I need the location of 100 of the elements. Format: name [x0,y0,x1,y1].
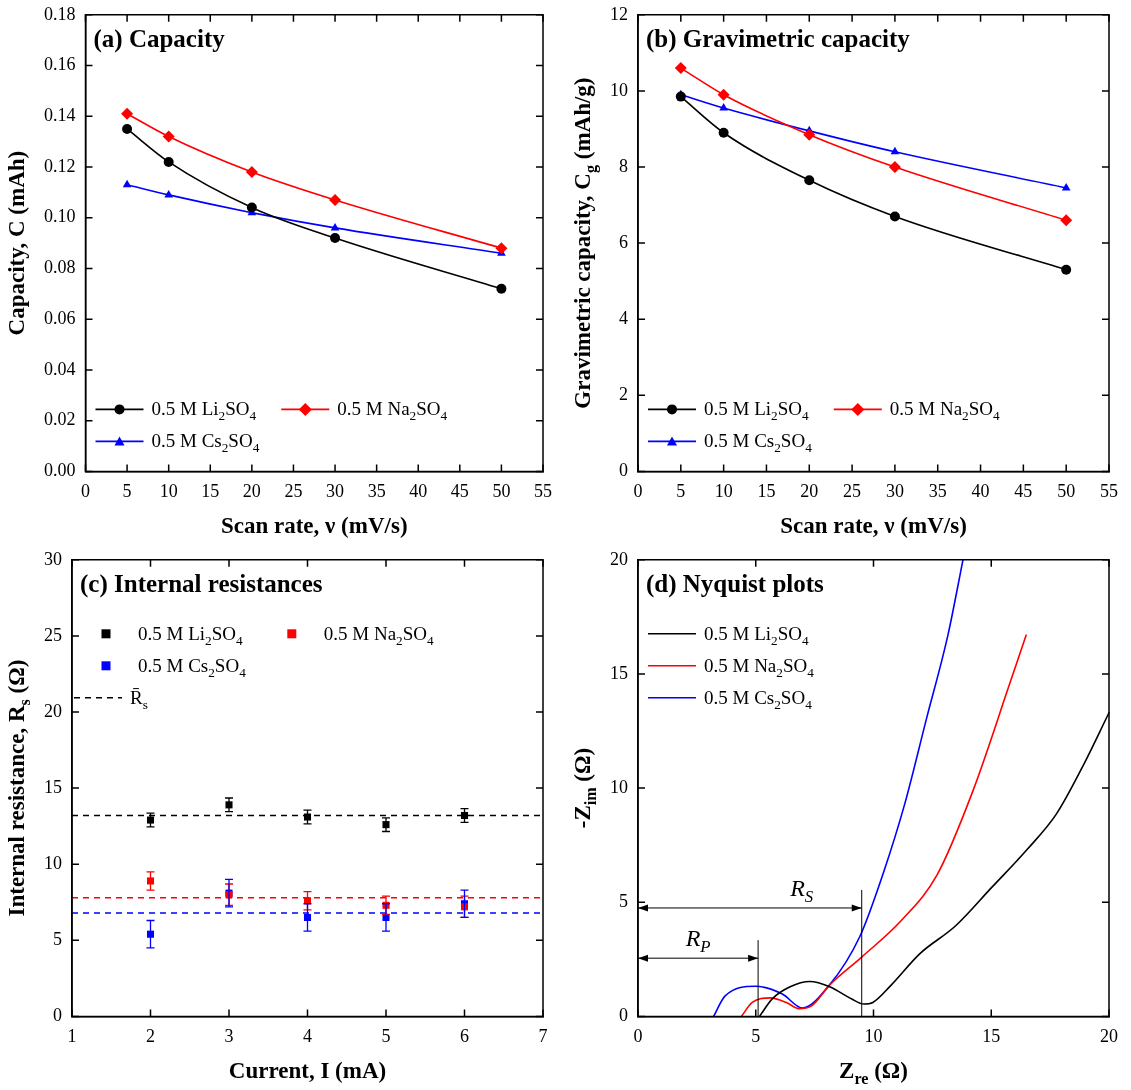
x-tick-label: 50 [1057,480,1076,501]
y-tick-label: 2 [619,384,628,405]
point [122,123,133,134]
x-tick-label: 50 [492,480,511,501]
x-tick-label: 6 [460,1025,469,1046]
x-tick-label: 2 [146,1025,155,1046]
x-tick-label: 5 [676,480,686,501]
y-tick-label: 0.18 [44,3,76,24]
y-axis-title: -Zim (Ω) [570,747,599,829]
point [889,211,900,222]
point [804,175,815,186]
y-tick-label: 10 [610,776,628,797]
chart-title: (d) Nyquist plots [646,569,825,598]
x-tick-label: 40 [409,480,428,501]
x-tick-label: 10 [864,1025,883,1046]
x-tick-label: 4 [303,1025,312,1046]
x-tick-label: 5 [751,1025,761,1046]
x-axis-title: Scan rate, ν (mV/s) [780,513,967,538]
y-tick-label: 0 [53,1005,62,1026]
x-tick-label: 15 [982,1025,1001,1046]
x-tick-label: 25 [843,480,862,501]
x-tick-label: 35 [367,480,386,501]
y-tick-label: 5 [619,890,628,911]
x-tick-label: 35 [928,480,947,501]
point [888,161,901,173]
x-tick-label: 20 [1100,1025,1118,1046]
x-tick-label: 25 [284,480,303,501]
y-tick-label: 20 [44,700,62,721]
y-tick-label: 10 [610,79,628,100]
point [245,166,258,179]
x-tick-label: 1 [67,1025,77,1046]
y-tick-label: 8 [619,155,628,176]
point [674,62,687,75]
y-tick-label: 10 [44,852,62,873]
chart-title: (a) Capacity [93,24,226,53]
point [163,156,174,167]
point [495,242,508,255]
point [1061,182,1071,191]
x-tick-label: 5 [122,480,132,501]
y-tick-label: 0.16 [44,54,76,75]
x-tick-label: 45 [450,480,469,501]
point [330,222,340,231]
x-tick-label: 55 [534,480,552,501]
point [890,146,900,155]
y-tick-label: 0.12 [44,155,76,176]
x-tick-label: 5 [381,1025,391,1046]
point [162,130,175,143]
y-tick-label: 6 [619,231,628,252]
y-tick-label: 30 [44,548,62,569]
y-axis-title: Capacity, C (mAh) [4,150,29,336]
y-axis-title: Internal resistance, Rs (Ω) [4,659,33,917]
x-tick-label: 10 [714,480,733,501]
y-tick-label: 0.04 [44,358,76,379]
y-tick-label: 5 [53,929,62,950]
point [1061,264,1072,275]
x-tick-label: 10 [159,480,178,501]
x-tick-label: 0 [633,480,643,501]
x-tick-label: 30 [326,480,345,501]
x-axis-title: Scan rate, ν (mV/s) [220,513,408,538]
point [1060,214,1073,227]
y-tick-label: 15 [44,776,62,797]
y-tick-label: 0.10 [44,206,76,227]
y-tick-label: 12 [610,3,628,24]
point [329,193,342,206]
x-tick-label: 45 [1014,480,1033,501]
point [122,179,132,188]
x-tick-label: 7 [538,1025,548,1046]
y-tick-label: 0.02 [44,409,76,430]
point [330,233,341,244]
point [675,91,686,102]
x-tick-label: 15 [201,480,220,501]
point [719,103,728,111]
x-tick-label: 0 [633,1025,643,1046]
y-tick-label: 0.06 [44,307,76,328]
x-tick-label: 30 [885,480,904,501]
y-tick-label: 0.08 [44,257,76,278]
point [496,283,507,294]
x-tick-label: 20 [242,480,261,501]
y-tick-label: 20 [610,548,628,569]
x-tick-label: 0 [81,480,90,501]
y-tick-label: 0.00 [44,460,76,481]
chart-title: (c) Internal resistances [80,569,323,598]
y-axis-title: Gravimetric capacity, Cg (mAh/g) [570,77,600,409]
y-tick-label: 4 [619,307,628,328]
x-tick-label: 20 [800,480,819,501]
y-tick-label: 15 [610,662,628,683]
x-tick-label: 15 [757,480,776,501]
point [246,202,257,213]
x-axis-title: Current, I (mA) [228,1058,387,1083]
chart-title: (b) Gravimetric capacity [646,24,911,53]
point [803,128,816,141]
point [717,88,730,101]
x-tick-label: 3 [224,1025,234,1046]
y-tick-label: 25 [44,624,62,645]
x-tick-label: 40 [971,480,990,501]
x-tick-label: 55 [1100,480,1118,501]
y-tick-label: 0 [619,460,628,481]
y-tick-label: 0.14 [44,105,76,125]
point [164,189,174,198]
y-tick-label: 0 [619,1005,628,1026]
